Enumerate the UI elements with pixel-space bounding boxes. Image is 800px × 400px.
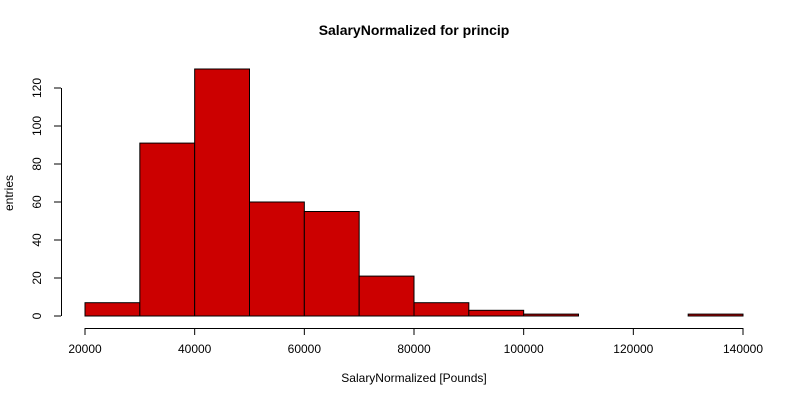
- x-tick-label: 80000: [397, 342, 431, 356]
- chart-title: SalaryNormalized for princip: [319, 22, 510, 38]
- histogram-bar: [413, 302, 470, 317]
- histogram-bar: [358, 275, 415, 317]
- x-tick-label: 120000: [613, 342, 653, 356]
- y-tick-label: 100: [30, 116, 44, 136]
- y-tick-label: 0: [30, 312, 44, 319]
- y-axis-label: entries: [2, 175, 16, 211]
- x-tick-label: 140000: [723, 342, 763, 356]
- histogram-bar: [468, 309, 525, 317]
- x-tick-label: 60000: [288, 342, 322, 356]
- histogram-bar: [249, 201, 305, 317]
- x-tick-label: 20000: [68, 342, 102, 356]
- y-tick-label: 40: [30, 233, 44, 247]
- y-tick-label: 20: [30, 271, 44, 285]
- histogram-bar: [84, 302, 141, 317]
- y-axis-ticks: 0 20 40 60 80 100 120: [30, 78, 61, 319]
- histogram-bar: [139, 142, 196, 317]
- x-tick-label: 100000: [504, 342, 544, 356]
- histogram-bar: [687, 313, 744, 317]
- x-axis-ticks: 20000 40000 60000 80000 100000 120000 140000: [68, 328, 763, 356]
- histogram-bar: [303, 211, 360, 317]
- y-tick-label: 120: [30, 78, 44, 98]
- y-tick-label: 80: [30, 157, 44, 171]
- histogram-bar: [523, 313, 580, 317]
- x-tick-label: 40000: [178, 342, 212, 356]
- x-axis-label: SalaryNormalized [Pounds]: [341, 371, 486, 385]
- bars-group: [84, 68, 744, 317]
- histogram-bar: [194, 68, 251, 317]
- y-tick-label: 60: [30, 195, 44, 209]
